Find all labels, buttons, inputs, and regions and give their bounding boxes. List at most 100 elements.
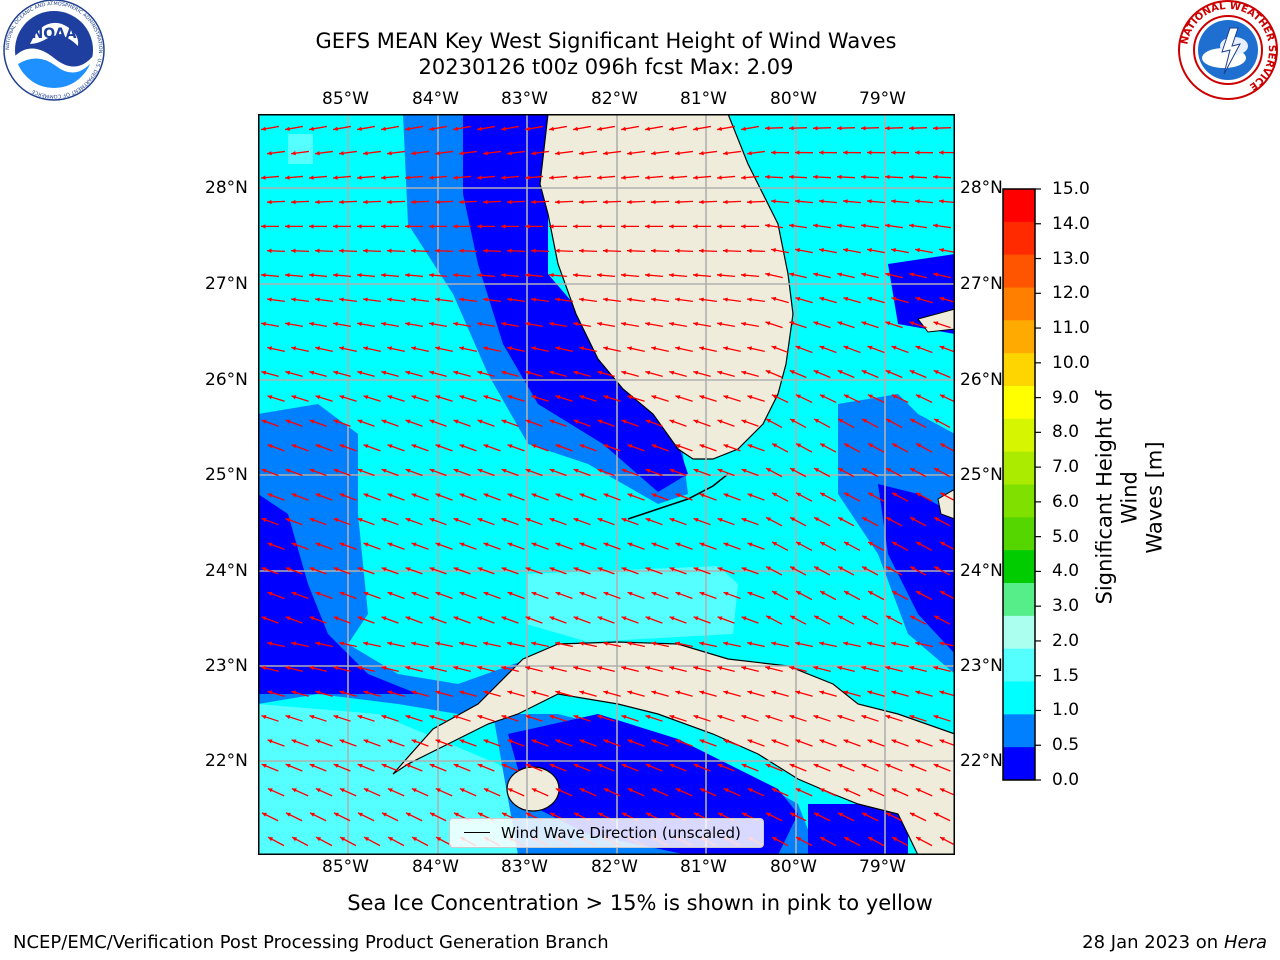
wind-wave-arrowhead bbox=[555, 739, 561, 744]
wind-wave-arrowhead bbox=[645, 419, 651, 424]
wind-wave-arrowhead bbox=[261, 370, 267, 375]
wind-wave-arrowhead bbox=[693, 763, 699, 768]
wind-wave-arrowhead bbox=[525, 666, 531, 671]
wind-wave-arrowhead bbox=[597, 616, 603, 621]
wind-wave-arrowhead bbox=[436, 837, 442, 842]
lon-label-top-82w: 82°W bbox=[591, 89, 638, 109]
wind-wave-arrowhead bbox=[597, 714, 603, 720]
wind-wave-arrowhead bbox=[285, 370, 291, 375]
wind-wave-arrowhead bbox=[771, 345, 777, 350]
wind-wave-arrowhead bbox=[621, 273, 626, 278]
wind-wave-arrowhead bbox=[315, 151, 320, 156]
wind-wave-arrowhead bbox=[669, 714, 675, 720]
wind-wave-arrowhead bbox=[699, 739, 705, 744]
wind-wave-arrowhead bbox=[820, 443, 826, 448]
wind-wave-arrowhead bbox=[429, 616, 435, 621]
wind-wave-arrowhead bbox=[885, 321, 891, 326]
wind-wave-arrowhead bbox=[340, 837, 346, 842]
wind-wave-arrowhead bbox=[549, 175, 554, 180]
wind-wave-arrowhead bbox=[603, 641, 609, 646]
wind-wave-arrowhead bbox=[651, 395, 657, 400]
wind-wave-arrowhead bbox=[459, 591, 465, 596]
wind-wave-arrowhead bbox=[669, 126, 674, 131]
wind-wave-arrowhead bbox=[843, 296, 849, 302]
wind-wave-arrowhead bbox=[483, 493, 489, 498]
wind-wave-arrowhead bbox=[261, 175, 266, 180]
wind-wave-arrowhead bbox=[717, 175, 722, 180]
wind-wave-arrowhead bbox=[843, 788, 849, 793]
wind-wave-arrowhead bbox=[885, 370, 891, 375]
wind-wave-arrowhead bbox=[285, 518, 291, 523]
wind-wave-arrowhead bbox=[405, 273, 410, 278]
wind-wave-arrowhead bbox=[549, 666, 555, 671]
wind-wave-arrowhead bbox=[693, 518, 699, 523]
wind-wave-arrowhead bbox=[651, 788, 657, 793]
wind-wave-arrowhead bbox=[838, 418, 844, 424]
wind-wave-arrowhead bbox=[339, 788, 345, 793]
wind-wave-arrowhead bbox=[621, 518, 627, 523]
wind-wave-arrowhead bbox=[910, 566, 916, 571]
wind-wave-arrowhead bbox=[795, 296, 801, 302]
wind-wave-arrowhead bbox=[333, 126, 338, 131]
wind-wave-arrowhead bbox=[862, 615, 868, 620]
wind-wave-arrowhead bbox=[405, 567, 411, 572]
wind-wave-arrowhead bbox=[717, 714, 723, 720]
wind-wave-arrowhead bbox=[621, 321, 626, 327]
wind-wave-arrowhead bbox=[573, 175, 578, 180]
colorbar-segment bbox=[1003, 320, 1035, 354]
wind-wave-arrowhead bbox=[477, 763, 483, 768]
wind-wave-arrowhead bbox=[291, 248, 296, 253]
wind-wave-arrowhead bbox=[747, 395, 753, 400]
wind-wave-arrowhead bbox=[435, 493, 441, 498]
wind-wave-arrowhead bbox=[813, 812, 819, 817]
wind-wave-arrowhead bbox=[261, 126, 266, 131]
wind-wave-arrowhead bbox=[910, 615, 916, 620]
wind-wave-arrowhead bbox=[675, 493, 681, 498]
wind-wave-arrowhead bbox=[669, 666, 675, 671]
colorbar-segment bbox=[1003, 583, 1035, 617]
wind-wave-arrowhead bbox=[333, 321, 338, 327]
wind-wave-arrowhead bbox=[477, 666, 483, 671]
wind-wave-arrowhead bbox=[267, 297, 272, 302]
wind-wave-arrowhead bbox=[669, 273, 674, 278]
wind-wave-arrowhead bbox=[261, 468, 267, 473]
wind-wave-arrowhead bbox=[267, 493, 273, 498]
wind-wave-arrowhead bbox=[549, 370, 555, 375]
wind-wave-arrowhead bbox=[837, 174, 842, 180]
lon-label-top-80w: 80°W bbox=[770, 89, 817, 109]
wind-wave-arrowhead bbox=[363, 444, 369, 449]
wind-wave-arrowhead bbox=[267, 248, 272, 253]
lon-label-top-85w: 85°W bbox=[322, 89, 369, 109]
wind-wave-arrowhead bbox=[771, 394, 777, 399]
wind-wave-arrowhead bbox=[603, 297, 608, 302]
wind-wave-arrowhead bbox=[477, 321, 482, 327]
wind-wave-arrowhead bbox=[645, 126, 650, 131]
wind-wave-arrowhead bbox=[405, 321, 410, 327]
wind-wave-arrowhead bbox=[292, 837, 298, 842]
wind-wave-arrowhead bbox=[603, 542, 609, 547]
wind-wave-arrowhead bbox=[435, 542, 441, 547]
wind-wave-arrowhead bbox=[741, 666, 747, 671]
wind-wave-arrowhead bbox=[573, 273, 578, 278]
wind-wave-arrowhead bbox=[285, 321, 290, 327]
wind-wave-arrowhead bbox=[267, 641, 273, 646]
wind-wave-arrowhead bbox=[573, 468, 579, 473]
wind-wave-arrowhead bbox=[363, 346, 369, 351]
wind-wave-arrowhead bbox=[501, 468, 507, 473]
wind-wave-arrowhead bbox=[669, 763, 675, 768]
wind-wave-arrowhead bbox=[459, 641, 465, 646]
wind-wave-arrowhead bbox=[699, 641, 705, 646]
wind-wave-arrowhead bbox=[651, 690, 657, 695]
wind-wave-arrowhead bbox=[267, 542, 273, 547]
colorbar bbox=[1002, 188, 1041, 781]
wind-wave-arrowhead bbox=[765, 125, 770, 131]
wind-wave-arrowhead bbox=[717, 812, 723, 817]
wind-wave-arrowhead bbox=[861, 666, 867, 671]
wind-wave-arrowhead bbox=[837, 321, 843, 326]
wind-wave-arrowhead bbox=[651, 591, 657, 596]
wind-wave-arrowhead bbox=[387, 788, 393, 793]
wind-wave-arrowhead bbox=[597, 321, 602, 327]
wind-wave-arrowhead bbox=[910, 517, 916, 522]
wind-wave-arrowhead bbox=[453, 321, 458, 327]
wind-wave-arrowhead bbox=[333, 763, 339, 768]
